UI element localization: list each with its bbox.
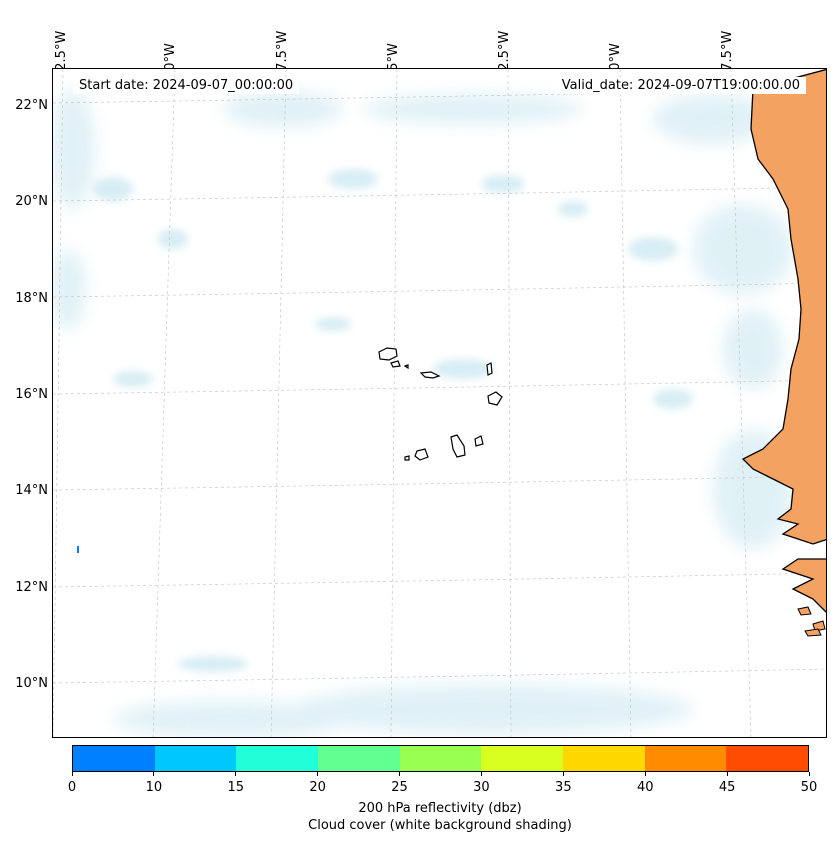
colorbar-segment: [399, 746, 482, 771]
map-canvas: [53, 69, 826, 737]
lat-label-14n: 14°N: [15, 483, 48, 498]
island-sao-nicolau: [419, 371, 441, 379]
colorbar-tick-label: 35: [555, 780, 572, 795]
cloud-patches: [93, 169, 693, 672]
colorbar-tick-label: 0: [67, 780, 77, 795]
colorbar-segment: [563, 746, 645, 771]
lat-label-12n: 12°N: [15, 580, 48, 595]
lat-label-22n: 22°N: [15, 98, 48, 113]
colorbar-segment: [481, 746, 564, 771]
west-africa-south-coast: [781, 558, 826, 613]
island-maio: [474, 435, 484, 447]
colorbar-tick-label: 20: [309, 780, 326, 795]
island-santo-antao: [378, 347, 398, 361]
colorbar-tick-label: 45: [718, 780, 736, 795]
colorbar-tick-label: 40: [636, 780, 654, 795]
colorbar-tick-label: 50: [800, 780, 818, 795]
colorbar-tick-mark: [317, 772, 319, 776]
cape-verde-islands: [378, 347, 503, 461]
colorbar: [72, 745, 809, 772]
colorbar-segment: [154, 746, 237, 771]
lat-label-16n: 16°N: [15, 387, 48, 402]
colorbar-segment: [644, 746, 727, 771]
colorbar-tick-mark: [562, 772, 564, 776]
lat-label-10n: 10°N: [15, 676, 48, 691]
island-sao-vicente: [390, 360, 401, 368]
colorbar-tick-mark: [726, 772, 728, 776]
map-panel[interactable]: Start date: 2024-09-07_00:00:00 Valid_da…: [52, 68, 827, 738]
island-fogo: [414, 448, 429, 461]
cloud-cover-layer: [53, 89, 793, 737]
colorbar-tick-mark: [71, 772, 73, 776]
colorbar-tick-mark: [399, 772, 401, 776]
island-sal: [486, 362, 493, 376]
lat-label-20n: 20°N: [15, 194, 48, 209]
colorbar-tick-label: 15: [227, 780, 245, 795]
colorbar-segment: [236, 746, 319, 771]
start-date-label: Start date: 2024-09-07_00:00:00: [73, 77, 300, 94]
colorbar-tick-mark: [644, 772, 646, 776]
colorbar-tick-mark: [235, 772, 237, 776]
bijagos-islands: [797, 606, 826, 637]
africa-landmass: [741, 69, 826, 545]
valid-date-label: Valid_date: 2024-09-07T19:00:00.00: [555, 77, 806, 94]
island-brava: [404, 455, 410, 461]
colorbar-segment: [318, 746, 400, 771]
colorbar-tick-mark: [808, 772, 810, 776]
colorbar-segment: [726, 746, 809, 771]
colorbar-segment: [73, 746, 155, 771]
colorbar-tick-label: 10: [145, 780, 163, 795]
gridlines: [53, 69, 826, 737]
reflectivity-cell: [77, 546, 79, 553]
colorbar-tick-mark: [480, 772, 482, 776]
island-santa-luzia: [403, 364, 409, 370]
colorbar-tick-mark: [153, 772, 155, 776]
colorbar-sublabel: Cloud cover (white background shading): [308, 818, 572, 833]
lat-label-18n: 18°N: [15, 291, 48, 306]
island-boa-vista: [487, 391, 503, 406]
colorbar-tick-label: 25: [391, 780, 408, 795]
colorbar-tick-label: 30: [473, 780, 490, 795]
colorbar-label: 200 hPa reflectivity (dbz): [358, 801, 522, 816]
island-santiago: [450, 434, 466, 458]
